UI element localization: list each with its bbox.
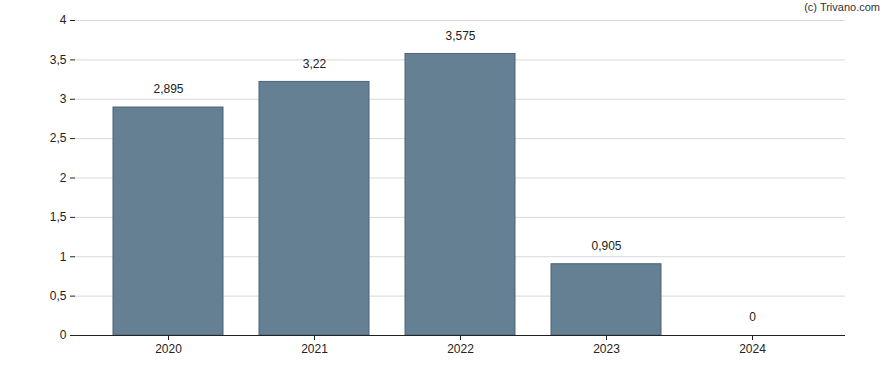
svg-text:0,5: 0,5 [50,289,67,303]
svg-text:2,895: 2,895 [153,82,183,96]
svg-text:0: 0 [60,328,67,342]
svg-text:0: 0 [749,310,756,324]
svg-text:1: 1 [60,250,67,264]
svg-text:2022: 2022 [447,342,474,356]
svg-text:2: 2 [60,171,67,185]
svg-text:2021: 2021 [301,342,328,356]
svg-text:3,22: 3,22 [303,57,327,71]
svg-text:2020: 2020 [155,342,182,356]
svg-text:2023: 2023 [593,342,620,356]
svg-text:3: 3 [60,92,67,106]
svg-text:2,5: 2,5 [50,131,67,145]
svg-text:3,5: 3,5 [50,53,67,67]
svg-text:2024: 2024 [739,342,766,356]
html-text:(c) Trivano.com: (c) Trivano.com [804,1,880,13]
svg-text:4: 4 [60,13,67,27]
svg-text:3,575: 3,575 [445,29,475,43]
svg-text:0,905: 0,905 [591,239,621,253]
svg-text:1,5: 1,5 [50,210,67,224]
